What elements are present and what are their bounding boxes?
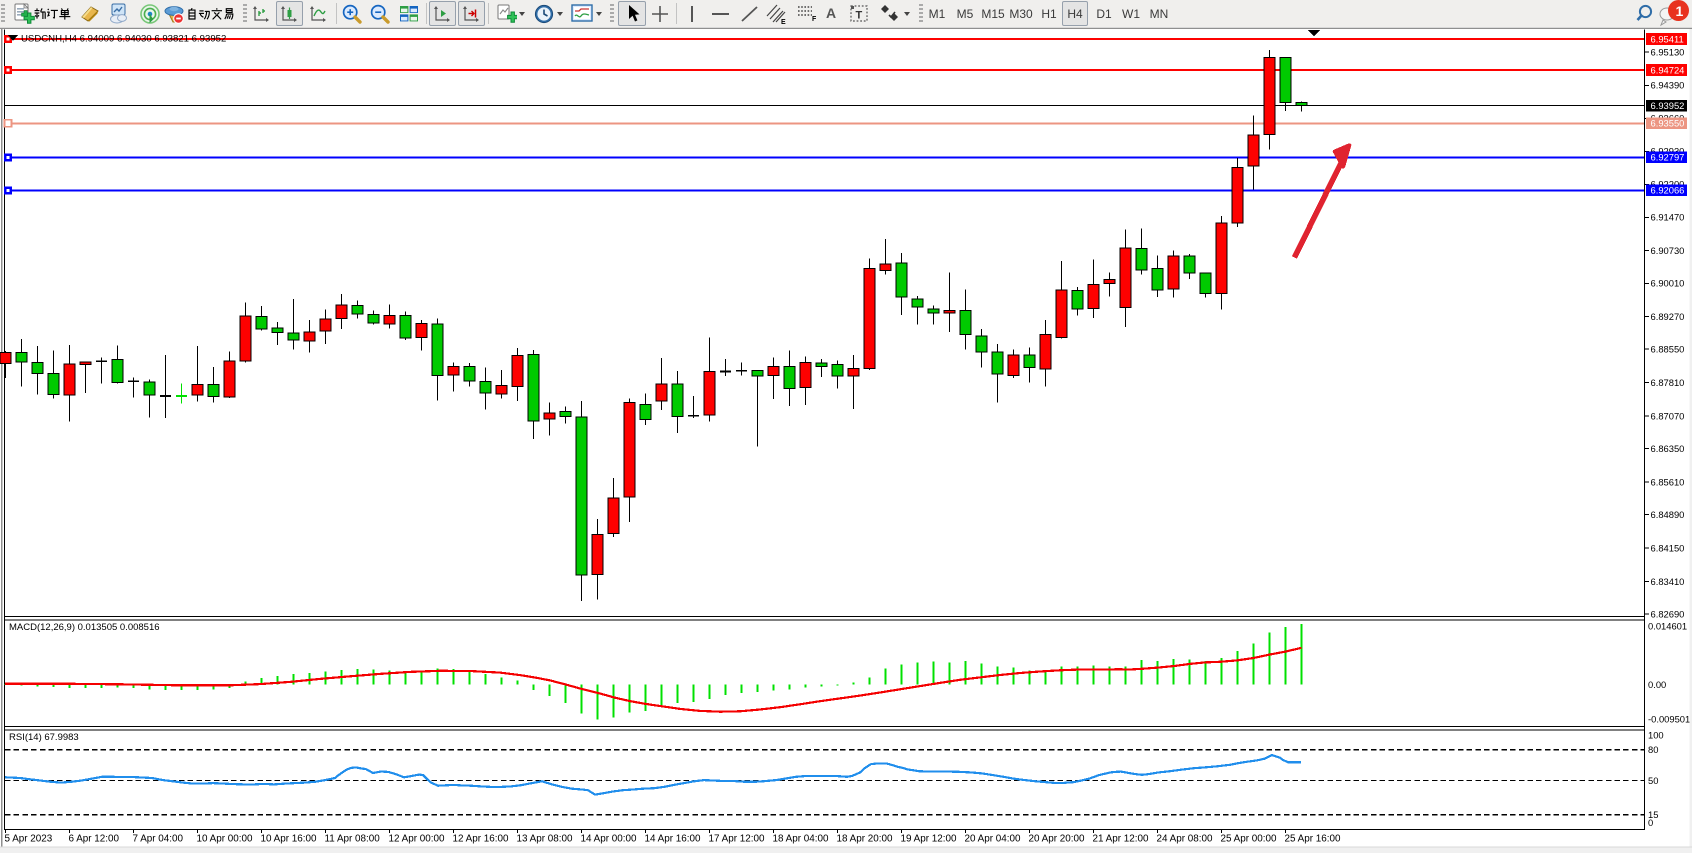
svg-text:6.82690: 6.82690: [1651, 608, 1685, 619]
svg-text:6.91470: 6.91470: [1651, 212, 1685, 223]
svg-text:14 Apr 00:00: 14 Apr 00:00: [581, 834, 638, 845]
svg-text:E: E: [781, 19, 786, 25]
svg-text:6.90010: 6.90010: [1651, 278, 1685, 289]
svg-text:6.92066: 6.92066: [1651, 185, 1685, 196]
svg-text:6.84150: 6.84150: [1651, 542, 1685, 553]
svg-text:MACD(12,26,9) 0.013505 0.00851: MACD(12,26,9) 0.013505 0.008516: [9, 622, 160, 633]
svg-text:21 Apr 12:00: 21 Apr 12:00: [1093, 834, 1150, 845]
svg-text:18 Apr 04:00: 18 Apr 04:00: [773, 834, 830, 845]
svg-text:0.014601: 0.014601: [1648, 620, 1687, 631]
svg-text:6.94390: 6.94390: [1651, 80, 1685, 91]
svg-text:RSI(14) 67.9983: RSI(14) 67.9983: [9, 732, 79, 743]
svg-text:7 Apr 04:00: 7 Apr 04:00: [133, 834, 184, 845]
svg-text:6.87070: 6.87070: [1651, 410, 1685, 421]
svg-text:25 Apr 16:00: 25 Apr 16:00: [1285, 834, 1342, 845]
svg-text:6.93550: 6.93550: [1651, 118, 1685, 129]
svg-text:6.85610: 6.85610: [1651, 476, 1685, 487]
svg-text:10 Apr 16:00: 10 Apr 16:00: [261, 834, 318, 845]
svg-text:100: 100: [1648, 729, 1664, 740]
svg-text:F: F: [812, 16, 817, 23]
svg-text:10 Apr 00:00: 10 Apr 00:00: [197, 834, 254, 845]
svg-text:USDCNH,H4 6.94009 6.94030 6.9: USDCNH,H4 6.94009 6.94030 6.93821 6.9395…: [21, 34, 226, 45]
svg-text:11 Apr 08:00: 11 Apr 08:00: [325, 834, 381, 845]
svg-text:19 Apr 12:00: 19 Apr 12:00: [901, 834, 958, 845]
svg-text:6.93952: 6.93952: [1651, 100, 1685, 111]
svg-text:50: 50: [1648, 775, 1658, 786]
svg-text:20 Apr 20:00: 20 Apr 20:00: [1029, 834, 1086, 845]
svg-text:12 Apr 16:00: 12 Apr 16:00: [453, 834, 510, 845]
svg-text:6.83410: 6.83410: [1651, 576, 1685, 587]
svg-text:6.84890: 6.84890: [1651, 509, 1685, 520]
svg-text:24 Apr 08:00: 24 Apr 08:00: [1157, 834, 1214, 845]
svg-text:6 Apr 12:00: 6 Apr 12:00: [69, 834, 120, 845]
svg-text:25 Apr 00:00: 25 Apr 00:00: [1221, 834, 1278, 845]
svg-text:14 Apr 16:00: 14 Apr 16:00: [645, 834, 702, 845]
svg-text:6.92930: 6.92930: [1651, 146, 1685, 157]
svg-text:6.92797: 6.92797: [1651, 152, 1685, 163]
svg-text:6.87810: 6.87810: [1651, 377, 1685, 388]
svg-text:15: 15: [1648, 809, 1658, 820]
svg-text:17 Apr 12:00: 17 Apr 12:00: [709, 834, 766, 845]
svg-text:6.90730: 6.90730: [1651, 245, 1685, 256]
svg-text:6.88550: 6.88550: [1651, 344, 1685, 355]
svg-text:6.94724: 6.94724: [1651, 64, 1685, 75]
svg-text:13 Apr 08:00: 13 Apr 08:00: [517, 834, 574, 845]
svg-text:6.89270: 6.89270: [1651, 311, 1685, 322]
svg-text:80: 80: [1648, 744, 1658, 755]
svg-text:5 Apr 2023: 5 Apr 2023: [5, 834, 53, 845]
svg-text:18 Apr 20:00: 18 Apr 20:00: [837, 834, 894, 845]
svg-text:6.86350: 6.86350: [1651, 443, 1685, 454]
svg-text:0: 0: [1648, 817, 1653, 828]
svg-text:6.95411: 6.95411: [1651, 33, 1684, 44]
svg-text:0.00: 0.00: [1648, 679, 1666, 690]
svg-text:12 Apr 00:00: 12 Apr 00:00: [389, 834, 446, 845]
svg-text:6.95130: 6.95130: [1651, 46, 1685, 57]
svg-text:6.92200: 6.92200: [1651, 179, 1685, 190]
svg-text:T: T: [856, 10, 863, 22]
svg-text:-0.009501: -0.009501: [1648, 713, 1690, 724]
svg-text:20 Apr 04:00: 20 Apr 04:00: [965, 834, 1022, 845]
